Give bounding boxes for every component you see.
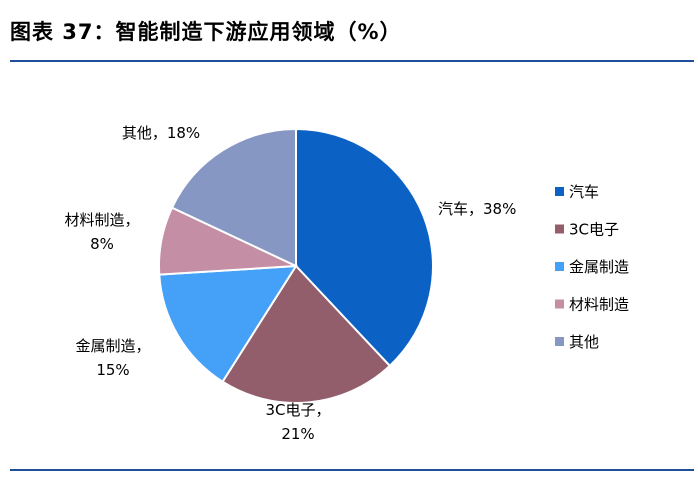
top-divider <box>10 60 694 62</box>
slice-label-3: 金属制造， 15% <box>75 337 150 379</box>
legend-swatch-3 <box>555 262 564 271</box>
legend-swatch-2 <box>555 224 564 234</box>
legend-swatch-1 <box>555 187 564 196</box>
slice-label-1: 汽车，38% <box>438 200 516 218</box>
legend-swatch-4 <box>555 299 564 309</box>
pie-slice-2 <box>221 264 392 404</box>
chart-title: 图表 37：智能制造下游应用领域（%） <box>10 20 402 44</box>
pie-labels: 汽车，38% 3C电子， 21% 金属制造， 15% 材料制造， 8% 其他，18% <box>64 124 516 443</box>
legend-label-5: 其他 <box>569 333 599 351</box>
legend-swatch-5 <box>555 337 564 346</box>
legend-label-4: 材料制造 <box>569 296 629 314</box>
pie-slices <box>158 127 434 404</box>
pie-slice-3 <box>158 264 298 384</box>
legend-label-2: 3C电子 <box>569 221 619 239</box>
legend-label-3: 金属制造 <box>569 258 629 276</box>
slice-label-2: 3C电子， 21% <box>265 401 330 443</box>
legend-label-1: 汽车 <box>569 183 599 201</box>
pie-slice-1 <box>295 127 434 368</box>
slice-label-4: 材料制造， 8% <box>64 211 139 253</box>
slice-label-5: 其他，18% <box>122 124 200 142</box>
pie-slice-5 <box>170 127 297 268</box>
bottom-divider <box>10 469 694 471</box>
